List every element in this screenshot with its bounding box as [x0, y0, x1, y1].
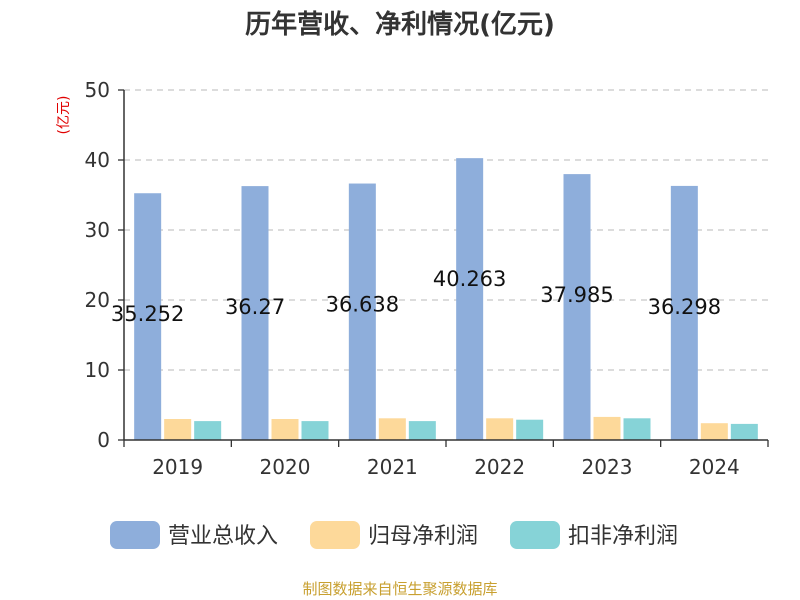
- bar-2019-扣非净利润: [194, 421, 222, 440]
- legend[interactable]: 营业总收入 归母净利润 扣非净利润: [110, 521, 678, 549]
- y-tick-label: 50: [85, 78, 110, 102]
- bar-2022-扣非净利润: [516, 419, 544, 440]
- legend-label: 扣非净利润: [568, 524, 678, 549]
- data-label-2024: 36.298: [648, 295, 721, 319]
- bar-2023-扣非净利润: [623, 418, 651, 440]
- x-tick-label: 2020: [260, 455, 311, 479]
- legend-item-营业总收入[interactable]: 营业总收入: [110, 521, 278, 549]
- y-axis-ticks: 0 10 20 30 40 50: [85, 78, 124, 452]
- bar-2023-营业总收入: [563, 174, 591, 441]
- bar-2019-营业总收入: [134, 193, 162, 440]
- y-tick-label: 10: [85, 358, 110, 382]
- data-label-2023: 37.985: [540, 283, 613, 307]
- x-tick-label: 2023: [582, 455, 633, 479]
- bar-2020-扣非净利润: [301, 421, 329, 440]
- x-axis-ticks: 2019 2020 2021 2022 2023 2024: [123, 440, 769, 479]
- bar-2020-营业总收入: [241, 186, 269, 440]
- data-label-2020: 36.27: [225, 295, 285, 319]
- legend-swatch: [310, 521, 360, 549]
- data-label-2019: 35.252: [111, 302, 184, 326]
- bar-2022-归母净利润: [486, 418, 514, 440]
- bar-2023-归母净利润: [593, 416, 621, 440]
- bar-2024-营业总收入: [670, 185, 698, 440]
- x-tick-label: 2021: [367, 455, 418, 479]
- data-label-2021: 36.638: [326, 293, 399, 317]
- gridlines: [124, 89, 768, 371]
- bar-2024-归母净利润: [700, 423, 728, 440]
- bar-2021-归母净利润: [378, 418, 406, 440]
- legend-swatch: [510, 521, 560, 549]
- y-tick-label: 0: [97, 428, 110, 452]
- chart-title: 历年营收、净利情况(亿元): [245, 9, 555, 40]
- y-axis-label: (亿元): [56, 96, 72, 135]
- bar-2020-归母净利润: [271, 419, 299, 440]
- bar-2022-营业总收入: [456, 158, 484, 440]
- data-label-2022: 40.263: [433, 267, 506, 291]
- legend-label: 归母净利润: [368, 524, 478, 549]
- bar-2021-扣非净利润: [408, 421, 436, 440]
- bars: [134, 158, 758, 441]
- data-labels: 35.252 36.27 36.638 40.263 37.985 36.298: [111, 267, 721, 326]
- legend-item-扣非净利润[interactable]: 扣非净利润: [510, 521, 678, 549]
- x-tick-label: 2019: [152, 455, 203, 479]
- y-tick-label: 40: [85, 148, 110, 172]
- legend-item-归母净利润[interactable]: 归母净利润: [310, 521, 478, 549]
- legend-label: 营业总收入: [168, 524, 278, 549]
- legend-swatch: [110, 521, 160, 549]
- bar-2024-扣非净利润: [730, 423, 758, 440]
- source-note: 制图数据来自恒生聚源数据库: [302, 580, 497, 598]
- y-tick-label: 30: [85, 218, 110, 242]
- x-tick-label: 2024: [689, 455, 740, 479]
- y-tick-label: 20: [85, 288, 110, 312]
- bar-2021-营业总收入: [348, 183, 376, 440]
- bar-2019-归母净利润: [164, 419, 192, 440]
- x-tick-label: 2022: [474, 455, 525, 479]
